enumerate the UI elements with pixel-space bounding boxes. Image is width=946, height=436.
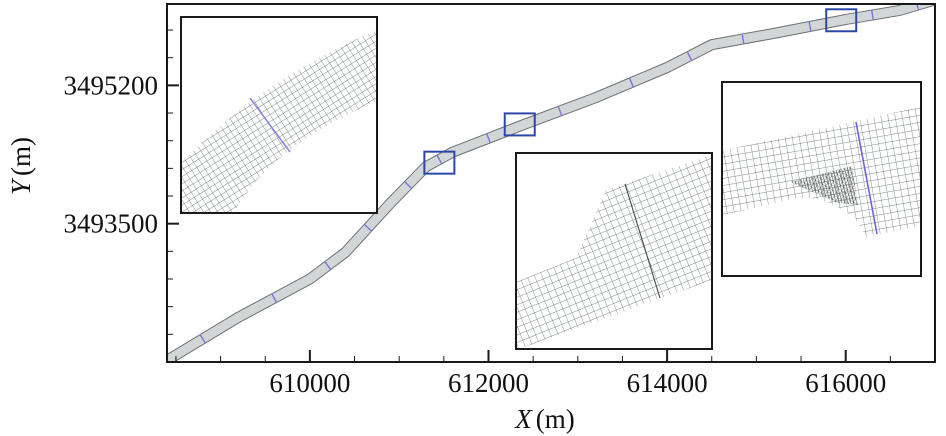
- x-tick-label: 616000: [805, 368, 886, 398]
- plot-frame: [166, 3, 936, 363]
- cross-sections: [199, 4, 920, 344]
- inset-spur-mesh: [721, 81, 922, 277]
- y-axis-unit: (m): [6, 137, 36, 176]
- y-axis-title: Y(m): [6, 137, 36, 195]
- cross-section-mark: [199, 334, 206, 344]
- cross-section-mark: [271, 293, 278, 303]
- cross-section-mark: [916, 4, 920, 11]
- cross-section-mark: [324, 261, 332, 271]
- cross-section-mark: [486, 133, 491, 144]
- x-axis-title: X (m): [514, 404, 574, 434]
- cross-section-line: [624, 183, 661, 299]
- cross-section-mark: [808, 21, 812, 32]
- zoom-box-expansion: [503, 112, 536, 137]
- triangular-mesh: [790, 166, 858, 205]
- y-tick-label: 3493500: [64, 209, 159, 239]
- y-tick-label: 3495200: [64, 70, 159, 100]
- cross-section-line: [855, 121, 878, 235]
- inset-frame: [515, 152, 713, 350]
- x-axis-variable: X: [514, 404, 533, 434]
- cross-section-mark: [404, 181, 413, 190]
- x-tick-label: 612000: [448, 368, 529, 398]
- inset-bend-mesh: [180, 16, 378, 214]
- cross-section-mark: [628, 77, 634, 88]
- mesh-region: [516, 155, 712, 349]
- cross-section-line: [249, 97, 291, 153]
- mesh-band: [181, 30, 377, 213]
- cross-section-mark: [870, 9, 875, 21]
- x-tick-label: 614000: [627, 368, 708, 398]
- zoom-box-spur: [825, 8, 858, 33]
- x-axis: 610000 612000 614000 616000: [175, 350, 936, 398]
- cross-section-mark: [686, 51, 693, 61]
- inset-frame: [721, 81, 922, 277]
- plot-area: [167, 4, 935, 362]
- inset-expansion-mesh: [515, 152, 713, 350]
- cross-section-mark: [363, 223, 373, 232]
- x-axis-unit: (m): [536, 404, 575, 434]
- y-axis-variable: Y: [6, 177, 36, 195]
- inset-frame: [180, 16, 378, 214]
- river-channel-fill: [167, 4, 935, 362]
- cross-section-mark: [557, 106, 563, 116]
- zoom-box-bend: [423, 150, 456, 175]
- x-tick-label: 610000: [269, 368, 350, 398]
- cross-section-mark: [741, 33, 745, 45]
- y-axis: 3495200 3493500: [64, 29, 179, 363]
- mesh-region: [722, 107, 920, 237]
- zoom-boxes: [423, 8, 858, 175]
- cross-section-mark: [436, 154, 443, 165]
